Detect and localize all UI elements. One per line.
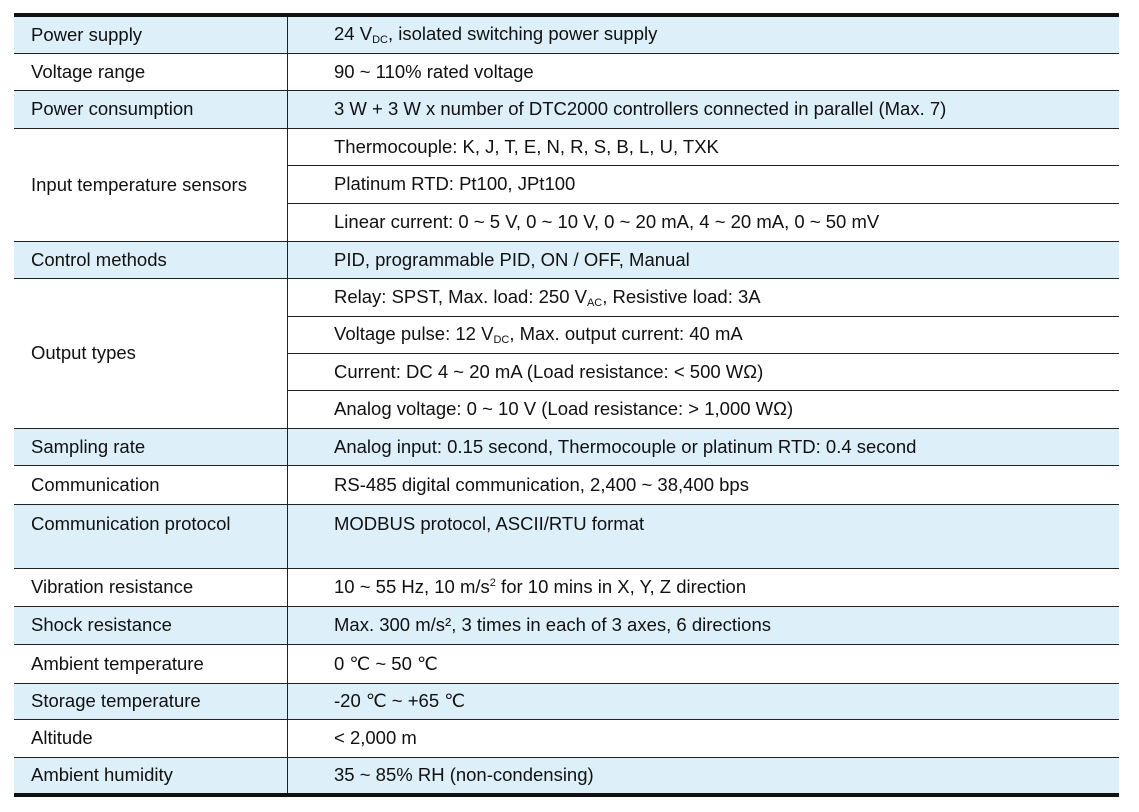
value-text: 2 — [489, 577, 496, 589]
value-text: 24 V — [334, 23, 373, 45]
spec-label: Power consumption — [14, 89, 288, 129]
value-text: Analog voltage: 0 ~ 10 V (Load resistanc… — [334, 398, 794, 419]
value-text: RS-485 digital communication, 2,400 ~ 38… — [334, 473, 749, 495]
table-row: Power consumption 3 W + 3 W x number of D… — [14, 89, 1119, 129]
value-text: 35 ~ 85% RH (non-condensing) — [334, 764, 594, 786]
value-text: DC — [372, 34, 388, 47]
value-text: < 2,000 m — [334, 727, 417, 748]
value-text: Current: DC 4 ~ 20 mA (Load resistance: … — [334, 360, 764, 382]
value-text: PID, programmable PID, ON / OFF, Manual — [334, 248, 690, 270]
table-row: Communication protocol MODBUS protocol, A… — [14, 503, 1119, 569]
specifications-table: Power supply 24 VDC, isolated switching p… — [14, 13, 1119, 797]
spec-value: Relay: SPST, Max. load: 250 VAC, Resisti… — [287, 277, 1119, 317]
spec-value: Analog voltage: 0 ~ 10 V (Load resistanc… — [287, 389, 1119, 429]
value-text: Voltage pulse: 12 V — [334, 323, 494, 344]
value-text: DC — [493, 334, 510, 346]
spec-label: Control methods — [14, 240, 288, 279]
spec-value: Linear current: 0 ~ 5 V, 0 ~ 10 V, 0 ~ 2… — [287, 202, 1119, 242]
table-row: Control methods PID, programmable PID, ON… — [14, 240, 1119, 279]
spec-value: 90 ~ 110% rated voltage — [287, 52, 1119, 91]
spec-value: Platinum RTD: Pt100, JPt100 — [287, 164, 1119, 204]
table-row: Voltage range 90 ~ 110% rated voltage — [14, 52, 1119, 91]
value-text: Linear current: 0 ~ 5 V, 0 ~ 10 V, 0 ~ 2… — [334, 211, 880, 232]
spec-value: 0 ℃ ~ 50 ℃ — [287, 643, 1119, 684]
value-text: Analog input: 0.15 second, Thermocouple … — [334, 435, 917, 457]
spec-label: Output types — [14, 277, 288, 429]
table-row: Platinum RTD: Pt100, JPt100 — [14, 164, 1119, 204]
table-row: Analog voltage: 0 ~ 10 V (Load resistanc… — [14, 389, 1119, 429]
spec-label: Sampling rate — [14, 427, 288, 466]
value-text: , isolated switching power supply — [387, 23, 658, 45]
spec-value: 24 VDC, isolated switching power supply — [287, 14, 1119, 54]
table-row: Shock resistance Max. 300 m/s², 3 times i… — [14, 605, 1119, 645]
table-row: Current: DC 4 ~ 20 mA (Load resistance: … — [14, 352, 1119, 391]
value-text: , Max. output current: 40 mA — [509, 323, 743, 344]
value-text: Thermocouple: K, J, T, E, N, R, S, B, L,… — [334, 135, 719, 157]
spec-value: RS-485 digital communication, 2,400 ~ 38… — [287, 464, 1119, 505]
table-row: Power supply 24 VDC, isolated switching p… — [14, 14, 1119, 54]
table-row: Ambient humidity 35 ~ 85% RH (non-condens… — [14, 756, 1119, 796]
spec-label: Voltage range — [14, 52, 288, 91]
table-row: Linear current: 0 ~ 5 V, 0 ~ 10 V, 0 ~ 2… — [14, 202, 1119, 242]
value-text: Relay: SPST, Max. load: 250 V — [334, 285, 587, 307]
table-row: Vibration resistance 10 ~ 55 Hz, 10 m/s2 … — [14, 567, 1119, 607]
spec-label: Ambient temperature — [14, 643, 288, 684]
table-row: Output types Relay: SPST, Max. load: 250 … — [14, 277, 1119, 429]
spec-label: Communication protocol — [14, 503, 288, 569]
table-row: Sampling rate Analog input: 0.15 second, … — [14, 427, 1119, 466]
spec-label: Vibration resistance — [14, 567, 288, 607]
spec-value: Voltage pulse: 12 VDC, Max. output curre… — [287, 315, 1119, 354]
table-body: Power supply 24 VDC, isolated switching p… — [14, 14, 1119, 796]
spec-value: MODBUS protocol, ASCII/RTU format — [287, 503, 1119, 569]
spec-label: Storage temperature — [14, 682, 288, 720]
value-text: 10 ~ 55 Hz, 10 m/s — [334, 576, 490, 597]
spec-label: Altitude — [14, 718, 288, 758]
spec-value: Analog input: 0.15 second, Thermocouple … — [287, 427, 1119, 466]
spec-value: -20 ℃ ~ +65 ℃ — [287, 682, 1119, 720]
spec-value: Current: DC 4 ~ 20 mA (Load resistance: … — [287, 352, 1119, 391]
spec-value: 10 ~ 55 Hz, 10 m/s2 for 10 mins in X, Y,… — [287, 567, 1119, 607]
spec-value: PID, programmable PID, ON / OFF, Manual — [287, 240, 1119, 279]
value-text: 0 ℃ ~ 50 ℃ — [334, 652, 438, 674]
spec-label: Communication — [14, 464, 288, 505]
spec-value: 3 W + 3 W x number of DTC2000 controller… — [287, 89, 1119, 129]
spec-label: Power supply — [14, 14, 288, 54]
table-row: Ambient temperature 0 ℃ ~ 50 ℃ — [14, 643, 1119, 684]
value-text: 90 ~ 110% rated voltage — [334, 60, 534, 82]
table-row: Input temperature sensors Thermocouple: K… — [14, 127, 1119, 242]
spec-value: < 2,000 m — [287, 718, 1119, 758]
spec-value: Max. 300 m/s², 3 times in each of 3 axes… — [287, 605, 1119, 645]
value-text: , Resistive load: 3A — [602, 285, 761, 307]
table-row: Altitude < 2,000 m — [14, 718, 1119, 758]
table-row: Storage temperature -20 ℃ ~ +65 ℃ — [14, 682, 1119, 720]
spec-label: Ambient humidity — [14, 756, 288, 796]
value-text: AC — [586, 296, 603, 309]
spec-value: Thermocouple: K, J, T, E, N, R, S, B, L,… — [287, 127, 1119, 166]
spec-value: 35 ~ 85% RH (non-condensing) — [287, 756, 1119, 796]
value-text: Max. 300 m/s², 3 times in each of 3 axes… — [334, 614, 771, 635]
value-text: -20 ℃ ~ +65 ℃ — [334, 690, 466, 711]
table-row: Communication RS-485 digital communicatio… — [14, 464, 1119, 505]
value-text: for 10 mins in X, Y, Z direction — [495, 576, 747, 597]
value-text: MODBUS protocol, ASCII/RTU format — [334, 512, 645, 534]
value-text: 3 W + 3 W x number of DTC2000 controller… — [334, 98, 947, 119]
spec-label: Shock resistance — [14, 605, 288, 645]
value-text: Platinum RTD: Pt100, JPt100 — [334, 173, 576, 194]
spec-label: Input temperature sensors — [14, 127, 288, 242]
